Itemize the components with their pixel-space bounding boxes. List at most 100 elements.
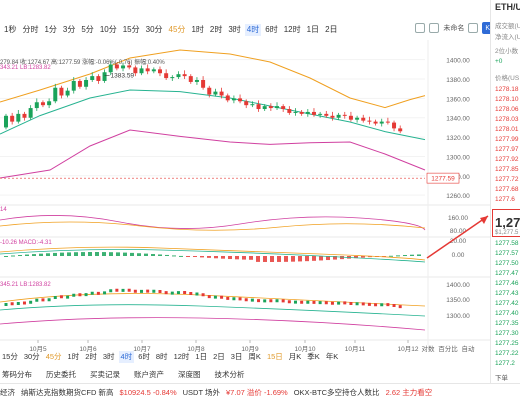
boll-sub-candle	[96, 291, 100, 295]
bottom-timeframe-tab[interactable]: 30分	[23, 352, 40, 361]
bottom-nav-tab[interactable]: 历史委托	[46, 370, 76, 379]
bottom-timeframe-toolbar: 15分 30分 45分 1时 2时 3时 4时 6时 8时 12时 1日 2日 3日 周K 15日 月K 季K 年…	[0, 350, 490, 364]
ask-price[interactable]: 1277.68	[495, 186, 519, 193]
boll-sub-candle	[330, 301, 334, 305]
axis-control[interactable]: 对数	[422, 344, 436, 353]
ask-price[interactable]: 1277.92	[495, 156, 519, 163]
candle-body	[392, 122, 397, 129]
axis-control[interactable]: 自动	[462, 344, 476, 353]
layout-select[interactable]: 未命名	[443, 25, 465, 32]
bottom-timeframe-tab[interactable]: 年K	[325, 352, 339, 361]
volume-ma-line	[0, 221, 426, 231]
bid-price[interactable]: 1277.2	[495, 360, 515, 367]
axis-control[interactable]: 百分比	[438, 344, 458, 353]
macd-bar	[151, 254, 155, 256]
bid-price[interactable]: 1277.30	[495, 330, 519, 337]
bid-price[interactable]: 1277.22	[495, 350, 519, 357]
macd-bar	[340, 256, 344, 260]
timeframe-tab[interactable]: 1分	[44, 25, 57, 34]
bottom-timeframe-tab[interactable]: 15日	[266, 352, 283, 361]
timeframe-tab[interactable]: 15分	[122, 25, 140, 34]
bottom-timeframe-tab[interactable]: 6时	[138, 352, 150, 361]
ask-price[interactable]: 1277.6	[495, 196, 515, 203]
bottom-nav-tab[interactable]: 筹码分布	[2, 370, 32, 379]
bottom-timeframe-tab[interactable]: 2日	[213, 352, 225, 361]
candle-body	[398, 128, 403, 132]
ticker-item: ¥7.07 溢价 -1.69%	[226, 387, 288, 397]
bid-price[interactable]: 1277.47	[495, 270, 519, 277]
timeframe-tab[interactable]: 6时	[265, 25, 278, 34]
bottom-timeframe-tab[interactable]: 1日	[195, 352, 208, 361]
bottom-timeframe-tab[interactable]: 45分	[45, 352, 62, 361]
boll-sub-candle	[300, 300, 304, 304]
bottom-timeframe-tab[interactable]: 周K	[248, 352, 261, 361]
boll-sub-legend: 345.21 LB:1283.82	[0, 282, 51, 288]
bid-price[interactable]: 1277.25	[495, 340, 519, 347]
ask-price[interactable]: 1277.72	[495, 176, 519, 183]
bid-price[interactable]: 1277.57	[495, 250, 519, 257]
timeframe-tab[interactable]: 1日	[306, 25, 320, 34]
bottom-timeframe-tab[interactable]: 8时	[155, 352, 168, 361]
order-button[interactable]: 下单	[495, 375, 508, 382]
ask-price[interactable]: 1278.10	[495, 96, 519, 103]
timeframe-tab[interactable]: 3时	[228, 25, 241, 34]
bottom-nav-tab[interactable]: 账户资产	[134, 370, 164, 379]
bid-price[interactable]: 1277.40	[495, 310, 519, 317]
candle-body	[71, 80, 76, 91]
bid-price[interactable]: 1277.42	[495, 300, 519, 307]
timeframe-tab[interactable]: 1时	[191, 25, 204, 34]
bottom-timeframe-tab[interactable]: 月K	[288, 352, 302, 361]
macd-bar	[368, 256, 372, 258]
timeframe-tab[interactable]: 12时	[283, 25, 301, 34]
bid-price[interactable]: 1277.35	[495, 320, 519, 327]
bid-price[interactable]: 1277.46	[495, 280, 519, 287]
bid-price[interactable]: 1277.50	[495, 260, 519, 267]
bottom-nav-tab[interactable]: 深度图	[178, 370, 201, 379]
boll-sub-candle	[72, 293, 76, 297]
timeframe-tab[interactable]: 2日	[325, 25, 338, 34]
boll-sub-candle	[257, 299, 261, 303]
candle-body	[40, 102, 45, 106]
ask-price[interactable]: 1277.97	[495, 146, 519, 153]
ask-price[interactable]: 1278.01	[495, 126, 519, 133]
bottom-timeframe-tab[interactable]: 3日	[230, 352, 243, 361]
timeframe-tab[interactable]: 5分	[81, 25, 94, 34]
ask-price[interactable]: 1278.03	[495, 116, 519, 123]
bid-price[interactable]: 1277.58	[495, 240, 519, 247]
boll-sub-candle	[312, 300, 316, 304]
candle-body	[157, 69, 162, 74]
timeframe-tab[interactable]: 10分	[99, 25, 117, 34]
bottom-timeframe-tab[interactable]: 1时	[67, 352, 80, 361]
fullscreen-icon[interactable]	[468, 23, 479, 33]
timeframe-tab[interactable]: 分时	[22, 25, 39, 34]
macd-bar	[410, 254, 414, 256]
ask-price[interactable]: 1278.06	[495, 106, 519, 113]
ask-price[interactable]: 1278.18	[495, 86, 519, 93]
net-inflow-label: 净流入(U)	[495, 34, 520, 41]
timeframe-tab[interactable]: 1秒	[4, 25, 17, 34]
bottom-timeframe-tab[interactable]: 15分	[2, 352, 18, 361]
bottom-timeframe-tab[interactable]: 2时	[85, 352, 97, 361]
boll-sub-candle	[337, 301, 341, 305]
timeframe-tab[interactable]: 30分	[145, 25, 163, 34]
bottom-nav-tab[interactable]: 买卖记录	[90, 370, 120, 379]
timeframe-tab[interactable]: 4时	[244, 24, 262, 36]
symbol-title[interactable]: ETH/U	[495, 2, 520, 12]
bottom-timeframe-tab[interactable]: 3时	[102, 352, 115, 361]
settings-icon[interactable]	[415, 23, 426, 33]
bottom-timeframe-tab[interactable]: 12时	[173, 352, 190, 361]
precision-select[interactable]: 2位小数	[495, 48, 519, 55]
bottom-timeframe-tab[interactable]: 季K	[307, 352, 320, 361]
candle-body	[348, 115, 353, 120]
indicator-icon[interactable]	[429, 23, 440, 33]
candlestick-chart[interactable]: 1400.00 1380.00 1360.00 1340.00 1320.00 1300.…	[0, 40, 490, 355]
timeframe-tab[interactable]: 2时	[209, 25, 223, 34]
volume-axis-label: 80.00	[450, 228, 467, 235]
timeframe-tab[interactable]: 45分	[168, 25, 186, 34]
ask-price[interactable]: 1277.99	[495, 136, 519, 143]
bid-price[interactable]: 1277.43	[495, 290, 519, 297]
timeframe-tab[interactable]: 3分	[62, 25, 76, 34]
bottom-nav-tab[interactable]: 技术分析	[214, 370, 245, 379]
bottom-timeframe-tab[interactable]: 4时	[118, 351, 135, 363]
ask-price[interactable]: 1277.85	[495, 166, 519, 173]
